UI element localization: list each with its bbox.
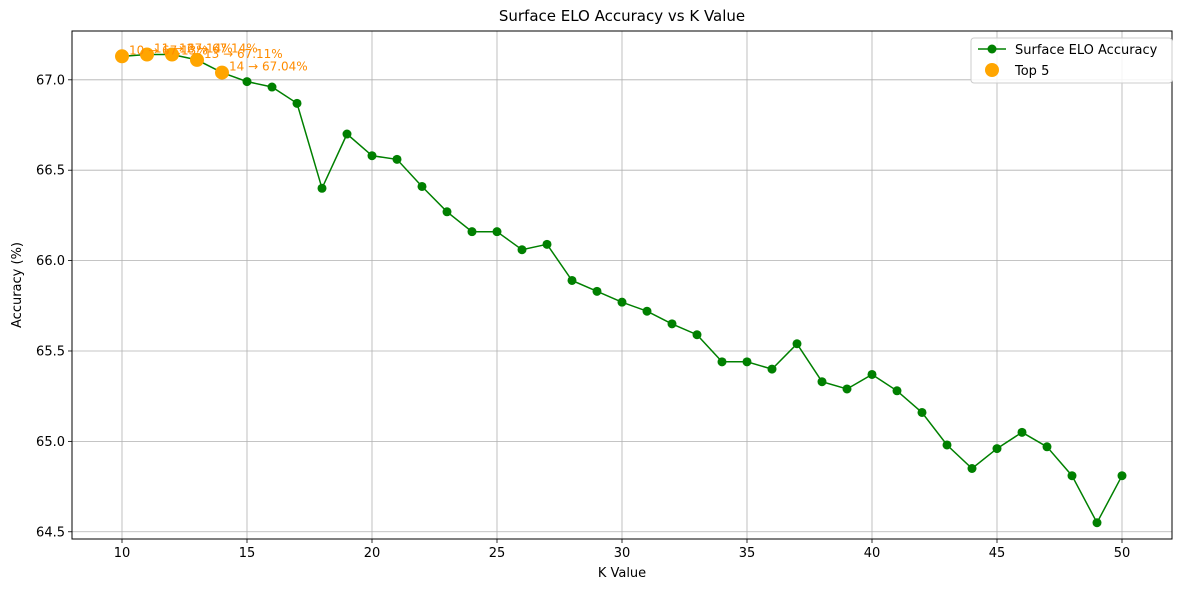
data-point	[667, 319, 677, 329]
x-tick-label: 35	[739, 546, 756, 561]
data-point	[742, 357, 752, 367]
data-point	[242, 77, 252, 87]
data-point	[967, 463, 977, 473]
data-point	[292, 98, 302, 108]
x-tick-label: 10	[114, 546, 131, 561]
y-tick-label: 65.0	[36, 435, 65, 450]
data-point	[817, 377, 827, 387]
x-axis-ticks: 10 15 20 25 30 35 40 45 50	[114, 539, 1131, 561]
data-point	[892, 386, 902, 396]
legend-frame	[970, 37, 1173, 84]
data-point	[1067, 471, 1077, 481]
x-tick-label: 15	[239, 546, 256, 561]
data-point	[992, 444, 1002, 454]
top5-annotation: 11 → 67.14%	[154, 42, 233, 56]
data-point	[692, 330, 702, 340]
data-point	[492, 227, 502, 237]
x-tick-label: 45	[989, 546, 1006, 561]
top5-annotation: 12 → 67.14%	[179, 42, 258, 56]
top5-point	[140, 47, 154, 62]
legend-line-marker	[987, 44, 997, 54]
data-point	[1017, 427, 1027, 437]
chart-title: Surface ELO Accuracy vs K Value	[499, 7, 745, 25]
data-point	[1117, 471, 1127, 481]
data-point	[342, 129, 352, 139]
top5-annotation: 13 → 67.11%	[204, 47, 283, 61]
data-point	[267, 82, 277, 92]
y-tick-label: 65.5	[36, 344, 65, 359]
y-tick-label: 66.0	[36, 254, 65, 269]
y-axis-ticks: 64.5 65.0 65.5 66.0 66.5 67.0	[36, 73, 72, 540]
data-point	[542, 239, 552, 249]
top5-annotation: 10 → 67.13%	[129, 43, 208, 57]
data-point	[392, 154, 402, 164]
x-tick-label: 40	[864, 546, 881, 561]
x-tick-label: 30	[614, 546, 631, 561]
top5-annotation: 14 → 67.04%	[229, 60, 308, 74]
data-point	[1092, 518, 1102, 528]
legend: Surface ELO Accuracy Top 5	[970, 37, 1173, 84]
data-point	[867, 369, 877, 379]
y-tick-label: 64.5	[36, 525, 65, 540]
data-point	[842, 384, 852, 394]
top5-point	[115, 49, 129, 64]
data-point	[617, 297, 627, 307]
data-point	[642, 306, 652, 316]
data-point	[767, 364, 777, 374]
data-point	[367, 151, 377, 161]
top5-points-group	[115, 47, 229, 80]
annotations-group: 10 → 67.13%11 → 67.14%12 → 67.14%13 → 67…	[129, 42, 308, 74]
data-point	[717, 357, 727, 367]
y-tick-label: 67.0	[36, 73, 65, 88]
x-axis-label: K Value	[598, 566, 646, 581]
data-point	[942, 440, 952, 450]
top5-point	[215, 65, 229, 80]
data-point	[442, 207, 452, 217]
data-point	[792, 339, 802, 349]
data-point	[567, 275, 577, 285]
top5-point	[165, 47, 179, 62]
data-point	[917, 407, 927, 417]
x-tick-label: 50	[1114, 546, 1131, 561]
data-point	[417, 181, 427, 191]
y-axis-label: Accuracy (%)	[10, 242, 25, 328]
x-tick-label: 20	[364, 546, 381, 561]
legend-label-top5: Top 5	[1014, 64, 1049, 79]
data-point	[467, 227, 477, 237]
top5-point	[190, 52, 204, 67]
data-point	[517, 245, 527, 255]
gridlines	[72, 31, 1172, 539]
y-tick-label: 66.5	[36, 164, 65, 179]
data-point	[592, 286, 602, 296]
legend-label-series: Surface ELO Accuracy	[1015, 43, 1158, 58]
legend-top5-marker	[985, 63, 999, 77]
data-point	[1042, 442, 1052, 452]
x-tick-label: 25	[489, 546, 506, 561]
data-point	[317, 183, 327, 193]
